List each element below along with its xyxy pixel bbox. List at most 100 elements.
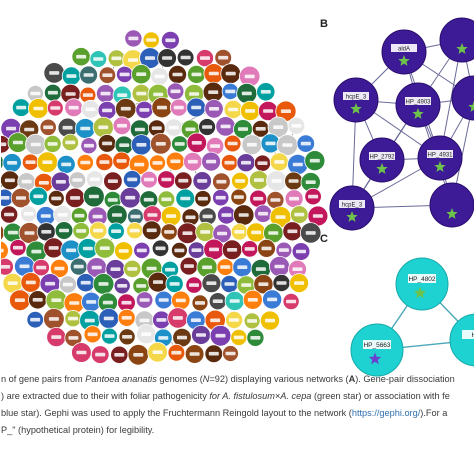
node-label-mark	[48, 246, 59, 250]
node-label-mark	[69, 301, 80, 305]
node-label-mark	[41, 230, 52, 234]
node-label-mark	[180, 196, 191, 201]
star-icon	[456, 43, 468, 54]
node-label-mark	[238, 213, 249, 217]
node-label-mark	[100, 91, 111, 96]
node-label-mark	[233, 195, 244, 199]
node-label-mark	[107, 179, 118, 183]
crop-edge	[0, 0, 1, 372]
caption-text: ) are extracted due to their with foliar…	[1, 391, 210, 401]
node-label-mark	[221, 213, 232, 217]
node-label-mark	[151, 126, 162, 130]
node-label-mark	[54, 266, 65, 271]
star-icon	[446, 208, 458, 219]
node-label-mark	[65, 140, 76, 145]
caption-text: genomes (	[156, 374, 203, 384]
node-label-mark	[82, 246, 93, 251]
node-label-mark	[200, 230, 211, 234]
node-label-mark	[212, 299, 223, 303]
node-label-mark	[156, 318, 167, 322]
node-label-mark	[134, 127, 145, 132]
node-label-mark	[258, 211, 269, 216]
node-label-box	[462, 330, 474, 339]
node-label-mark	[110, 267, 121, 271]
node-label-mark	[206, 159, 217, 164]
node-label-mark	[250, 336, 261, 340]
node-label-mark	[153, 92, 164, 97]
star-icon	[434, 161, 446, 172]
node-label-mark	[305, 231, 316, 235]
node-label-mark	[172, 316, 183, 320]
node-label-mark	[282, 143, 293, 147]
node-label-mark	[57, 213, 68, 217]
node-label-mark	[241, 91, 252, 96]
node-label-mark	[216, 179, 227, 184]
node-label-mark	[136, 284, 147, 288]
node-label-mark	[289, 196, 300, 201]
node-label-mark	[209, 247, 219, 252]
node-label-mark	[220, 124, 231, 129]
node-label-mark	[210, 144, 221, 148]
panel-b-nodes: aldA hcpE_3 HP_4903 HP_2792 HP_4931 hcpE_3	[329, 17, 474, 231]
node-label-mark	[234, 230, 245, 234]
node-label-mark	[171, 350, 182, 355]
node-label-mark	[154, 74, 165, 79]
node-label-mark	[24, 127, 35, 132]
node-label-mark	[237, 265, 248, 269]
node-label-mark	[112, 213, 122, 217]
node-label-mark	[47, 90, 58, 95]
node-label-mark	[224, 282, 235, 286]
node-label-mark	[103, 316, 114, 321]
node-label-mark	[189, 92, 200, 96]
node-label-mark	[210, 318, 221, 323]
node-label-mark	[80, 280, 91, 285]
gephi-link[interactable]: https://gephi.org/	[351, 408, 421, 418]
node-label-mark	[168, 125, 179, 130]
node-label-mark	[215, 195, 226, 200]
star-icon	[350, 103, 362, 114]
network-node	[350, 323, 404, 377]
node-label-mark	[260, 90, 271, 94]
node-label-mark	[305, 180, 316, 184]
panel-b-letter: B	[320, 18, 328, 30]
node-label-box	[405, 97, 431, 105]
node-label-mark	[129, 228, 140, 233]
node-label-mark	[12, 140, 23, 145]
caption-text: (green star) or association with fe	[311, 391, 450, 401]
node-label-mark	[116, 159, 127, 163]
node-label-mark	[139, 318, 150, 323]
node-label-mark	[87, 332, 98, 337]
node-label-mark	[162, 56, 173, 60]
node-label-box	[339, 200, 365, 208]
node-label: HP_4802	[408, 276, 435, 283]
node-label-mark	[292, 162, 303, 167]
node-label-mark	[251, 230, 262, 235]
node-label-mark	[185, 127, 196, 132]
node-label-mark	[73, 264, 84, 269]
node-label-mark	[119, 143, 130, 147]
node-label-mark	[309, 158, 320, 163]
node-label-mark	[227, 141, 238, 146]
node-label-mark	[117, 93, 128, 97]
node-label-mark	[174, 248, 185, 253]
node-label-mark	[187, 159, 198, 164]
node-label-mark	[51, 335, 62, 339]
node-label-mark	[215, 333, 226, 338]
node-label-mark	[197, 196, 208, 201]
node-label-mark	[227, 248, 238, 252]
node-label-mark	[47, 142, 58, 146]
node-label-mark	[30, 91, 41, 96]
node-label-mark	[66, 74, 77, 78]
figure-caption: n of gene pairs from Pantoea ananatis ge…	[0, 372, 474, 474]
node-label-mark	[278, 248, 289, 252]
node-label-mark	[80, 126, 91, 131]
node-label-mark	[102, 73, 113, 77]
node-label-mark	[51, 298, 62, 302]
node-label-mark	[296, 249, 306, 254]
node-label-mark	[209, 107, 219, 111]
caption-text: ). Gene-pair dissociation	[355, 374, 455, 384]
node-label-mark	[255, 267, 266, 271]
node-label-mark	[170, 159, 181, 164]
node-label-mark	[170, 89, 181, 94]
star-icon	[413, 286, 427, 299]
